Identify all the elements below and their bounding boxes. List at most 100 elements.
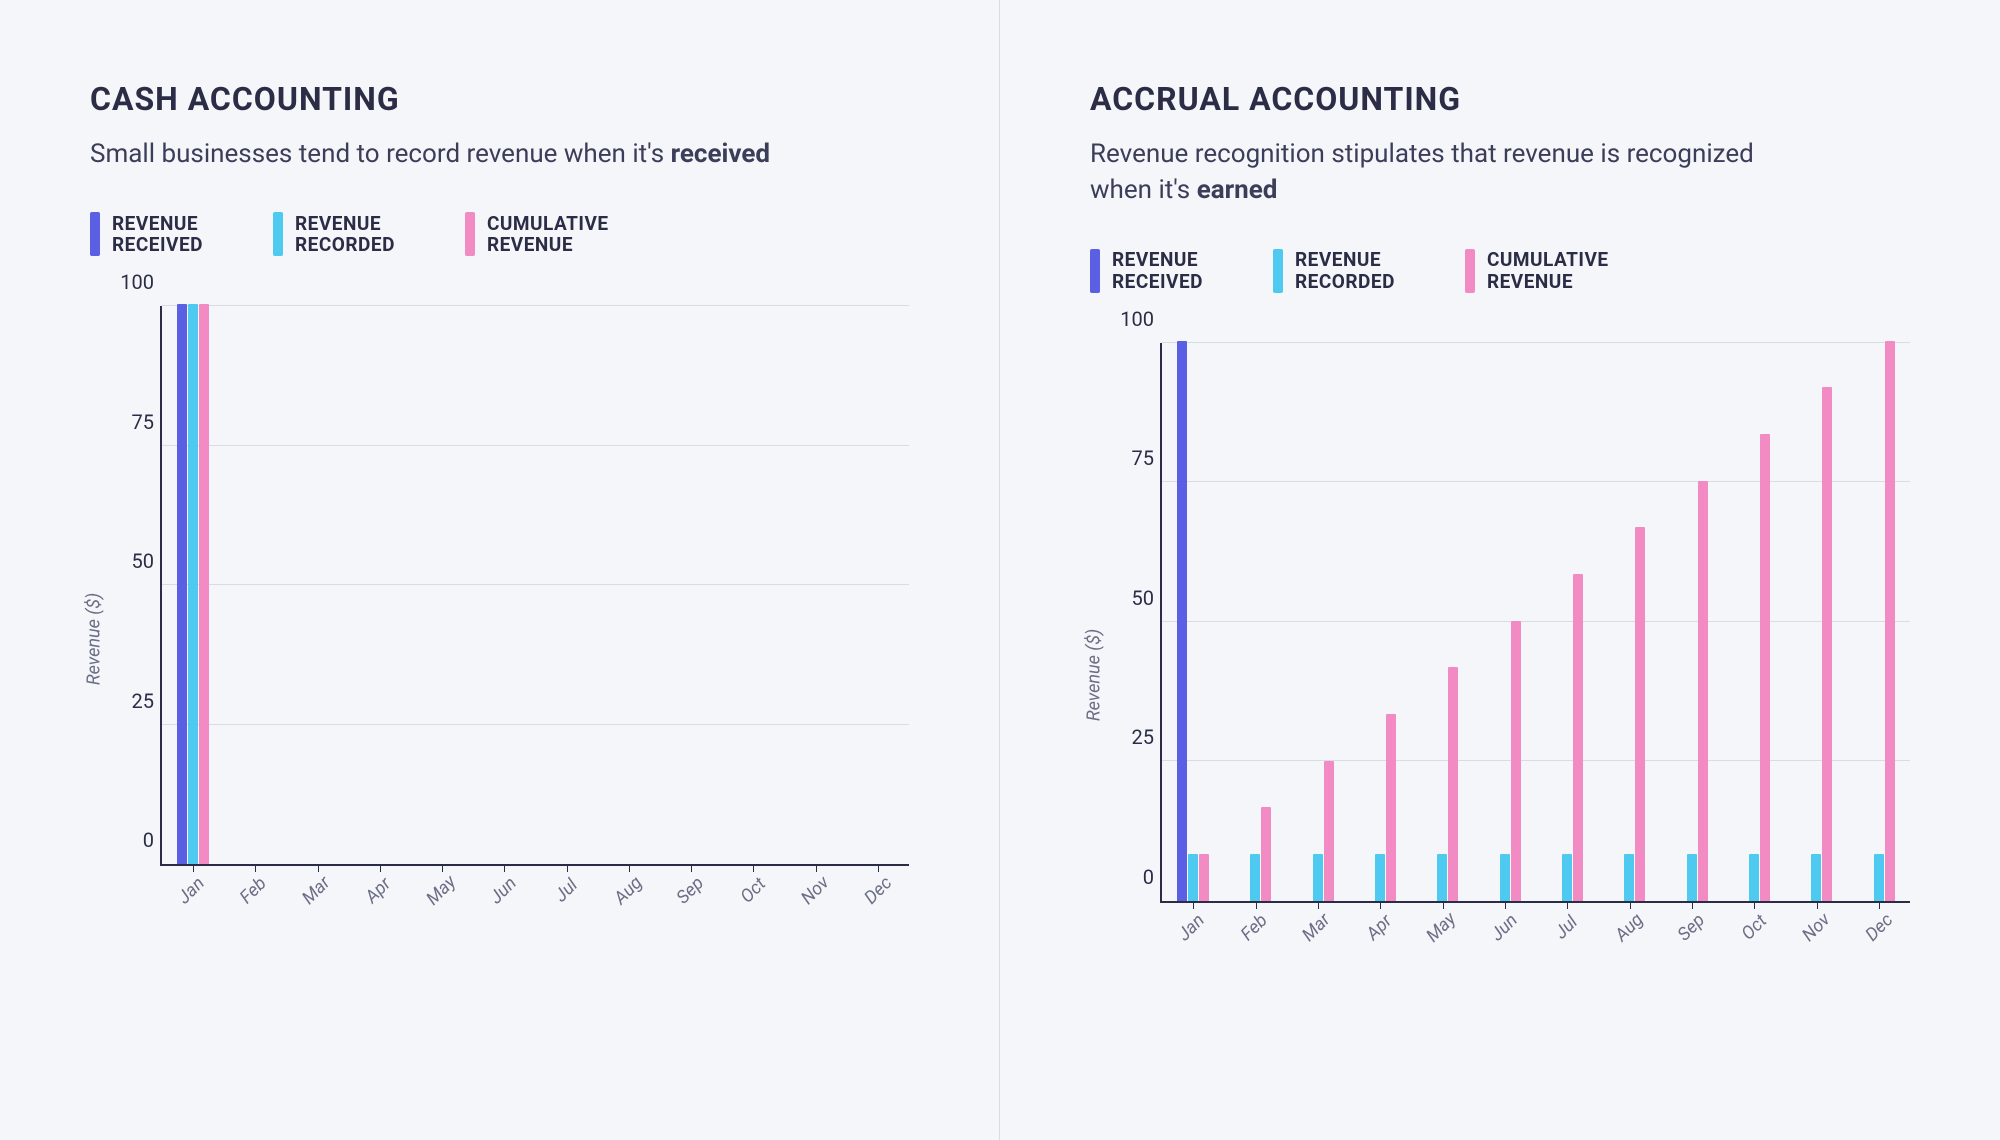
subtitle-text: Small businesses tend to record revenue … <box>90 139 671 169</box>
x-tick <box>1754 901 1755 909</box>
recorded-swatch <box>1273 249 1283 293</box>
cash-accounting-panel: CASH ACCOUNTING Small businesses tend to… <box>0 0 1000 1140</box>
recorded-swatch <box>273 212 283 256</box>
x-tick <box>1443 901 1444 909</box>
x-tick <box>1256 901 1257 909</box>
x-tick <box>878 864 879 872</box>
x-tick <box>1318 901 1319 909</box>
x-tick <box>318 864 319 872</box>
x-tick <box>753 864 754 872</box>
month-group-apr <box>349 306 411 864</box>
bar-recorded <box>1687 854 1697 901</box>
accrual-accounting-panel: ACCRUAL ACCOUNTING Revenue recognition s… <box>1000 0 2000 1140</box>
y-tick-label: 100 <box>112 270 154 294</box>
chart-area: 0255075100 <box>1160 343 1910 903</box>
legend-item-cumulative: CUMULATIVEREVENUE <box>465 212 609 256</box>
x-tick <box>1817 901 1818 909</box>
legend-item-recorded: REVENUERECORDED <box>1273 249 1395 293</box>
x-tick <box>504 864 505 872</box>
month-group-nov <box>1785 343 1847 901</box>
x-tick <box>442 864 443 872</box>
chart-area: 0255075100 <box>160 306 909 866</box>
x-tick <box>629 864 630 872</box>
x-label-apr: Apr <box>1349 898 1408 957</box>
bar-recorded <box>1500 854 1510 901</box>
bar-recorded <box>188 304 198 864</box>
bar-cumulative <box>1261 807 1271 900</box>
legend-label: REVENUERECEIVED <box>1112 249 1203 293</box>
month-group-dec <box>1848 343 1910 901</box>
month-group-jan <box>1162 343 1224 901</box>
panel-subtitle: Revenue recognition stipulates that reve… <box>1090 136 1810 209</box>
x-tick <box>1505 901 1506 909</box>
bar-cumulative <box>1698 481 1708 901</box>
legend-label: REVENUERECORDED <box>295 213 395 257</box>
x-tick <box>567 864 568 872</box>
bar-recorded <box>1437 854 1447 901</box>
chart: Revenue ($) 0255075100 JanFebMarAprMayJu… <box>90 306 909 971</box>
bar-cumulative <box>1511 621 1521 901</box>
x-label-may: May <box>411 861 470 920</box>
bar-cumulative <box>1386 714 1396 901</box>
bar-received <box>177 304 187 864</box>
bar-cumulative <box>1635 527 1645 900</box>
legend-item-recorded: REVENUERECORDED <box>273 212 395 256</box>
bar-cumulative <box>1822 387 1832 900</box>
x-label-may: May <box>1412 898 1471 957</box>
x-label-feb: Feb <box>224 861 283 920</box>
panel-title: CASH ACCOUNTING <box>90 80 909 118</box>
legend-item-received: REVENUERECEIVED <box>90 212 203 256</box>
x-label-mar: Mar <box>287 861 346 920</box>
y-axis-label: Revenue ($) <box>1084 629 1105 721</box>
month-group-mar <box>287 306 349 864</box>
legend-label: REVENUERECEIVED <box>112 213 203 257</box>
x-axis-labels: JanFebMarAprMayJunJulAugSepOctNovDec <box>160 880 909 901</box>
bar-recorded <box>1313 854 1323 901</box>
bar-received <box>1177 341 1187 901</box>
legend-label: REVENUERECORDED <box>1295 249 1395 293</box>
month-group-sep <box>660 306 722 864</box>
bar-cumulative <box>1885 341 1895 901</box>
x-tick <box>1879 901 1880 909</box>
month-group-jun <box>1474 343 1536 901</box>
bars-container <box>162 306 909 864</box>
bar-recorded <box>1624 854 1634 901</box>
month-group-aug <box>598 306 660 864</box>
y-tick-label: 75 <box>1112 446 1154 470</box>
x-label-jan: Jan <box>162 861 221 920</box>
panel-title: ACCRUAL ACCOUNTING <box>1090 80 1910 118</box>
legend-item-received: REVENUERECEIVED <box>1090 249 1203 293</box>
y-axis-label: Revenue ($) <box>84 593 105 685</box>
x-tick <box>1630 901 1631 909</box>
bar-cumulative <box>199 304 209 864</box>
y-tick-label: 0 <box>112 828 154 852</box>
bar-recorded <box>1188 854 1198 901</box>
y-tick-label: 75 <box>112 410 154 434</box>
cumulative-swatch <box>1465 249 1475 293</box>
month-group-jul <box>1536 343 1598 901</box>
y-tick-label: 50 <box>112 549 154 573</box>
bars-container <box>1162 343 1910 901</box>
legend: REVENUERECEIVEDREVENUERECORDEDCUMULATIVE… <box>1090 249 1910 293</box>
x-tick <box>691 864 692 872</box>
month-group-may <box>411 306 473 864</box>
x-tick <box>1380 901 1381 909</box>
y-tick-label: 25 <box>1112 725 1154 749</box>
legend: REVENUERECEIVED REVENUERECORDED CUMULATIVE… <box>90 212 909 256</box>
bar-recorded <box>1250 854 1260 901</box>
x-tick <box>1692 901 1693 909</box>
y-tick-label: 0 <box>1112 865 1154 889</box>
month-group-jul <box>536 306 598 864</box>
received-swatch <box>1090 249 1100 293</box>
month-group-nov <box>785 306 847 864</box>
month-group-dec <box>847 306 909 864</box>
month-group-jun <box>473 306 535 864</box>
bar-recorded <box>1562 854 1572 901</box>
x-label-apr: Apr <box>349 861 408 920</box>
x-label-jan: Jan <box>1162 898 1221 957</box>
received-swatch <box>90 212 100 256</box>
month-group-sep <box>1661 343 1723 901</box>
x-label-feb: Feb <box>1224 898 1283 957</box>
panel-subtitle: Small businesses tend to record revenue … <box>90 136 810 172</box>
bar-cumulative <box>1199 854 1209 901</box>
